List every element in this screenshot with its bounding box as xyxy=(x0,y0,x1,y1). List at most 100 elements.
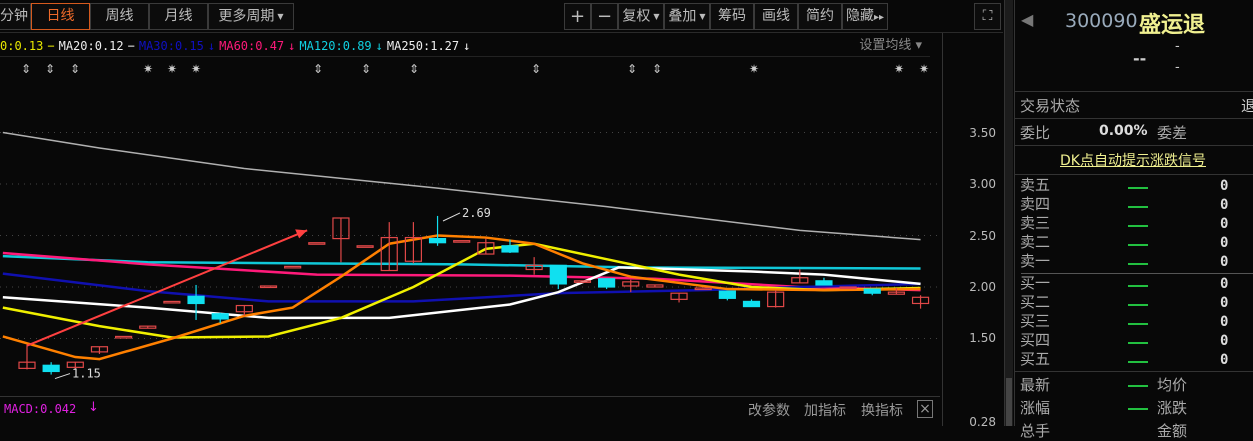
updown-signal-icon[interactable]: ⇕ xyxy=(361,62,372,76)
trend-arrow xyxy=(26,229,308,347)
candle xyxy=(259,285,278,289)
arrow-icon: ↓ xyxy=(207,39,216,53)
updown-signal-icon[interactable]: ⇕ xyxy=(627,62,638,76)
dk-signal-link[interactable]: DK点自动提示涨跌信号 xyxy=(1060,153,1206,169)
candle xyxy=(428,215,447,246)
candlestick-chart: 2.69 1.15 xyxy=(0,131,942,381)
switch-indicator-button[interactable]: 换指标 xyxy=(861,403,903,419)
candle xyxy=(18,344,36,370)
candle xyxy=(573,280,592,283)
add-indicator-button[interactable]: 加指标 xyxy=(804,403,846,419)
ma20-line xyxy=(2,266,921,320)
updown-signal-icon[interactable]: ⇕ xyxy=(70,62,81,76)
sell-volume: 0 xyxy=(1220,197,1229,213)
sell-label: 卖四 xyxy=(1020,195,1051,213)
weibi-label: 委比 xyxy=(1020,124,1051,142)
ma-settings-button[interactable]: 设置均线 ▾ xyxy=(859,38,922,53)
candle xyxy=(887,288,906,295)
ma60-line xyxy=(2,251,921,292)
candle xyxy=(66,361,84,370)
ma-value: MA20:0.12 xyxy=(58,39,124,53)
tab-daily[interactable]: 日线 xyxy=(31,3,90,30)
candle xyxy=(284,265,302,269)
stat-label: 最新 xyxy=(1020,376,1051,394)
tab-weekly[interactable]: 周线 xyxy=(90,3,149,30)
close-icon[interactable]: × xyxy=(917,400,933,418)
sell-label: 卖五 xyxy=(1020,176,1051,194)
candle xyxy=(670,292,688,303)
overlay-button[interactable]: 叠加 ▼ xyxy=(664,3,710,30)
star-signal-icon[interactable]: ✷ xyxy=(167,62,178,76)
updown-signal-icon[interactable]: ⇕ xyxy=(531,62,542,76)
star-signal-icon[interactable]: ✷ xyxy=(191,62,202,76)
updown-signal-icon[interactable]: ⇕ xyxy=(409,62,420,76)
simple-button[interactable]: 简约 xyxy=(798,3,842,30)
last-price: -- xyxy=(1133,49,1147,68)
change-value: - xyxy=(1175,39,1180,54)
zoom-out-button[interactable]: − xyxy=(591,3,618,30)
high-label: 2.69 xyxy=(462,206,491,220)
hide-button[interactable]: 隐藏▸▸ xyxy=(842,3,888,30)
tab-more-label: 更多周期 xyxy=(218,8,275,25)
fullscreen-button[interactable]: ⛶ xyxy=(974,3,1001,30)
zoom-in-button[interactable]: + xyxy=(564,3,591,30)
star-signal-icon[interactable]: ✷ xyxy=(919,62,930,76)
candle xyxy=(477,238,495,255)
stat-label-2: 均价 xyxy=(1157,376,1188,394)
ma-value: MA60:0.47 xyxy=(219,39,285,53)
candle xyxy=(791,269,809,284)
candle xyxy=(549,264,567,290)
draw-line-button[interactable]: 画线 xyxy=(754,3,798,30)
updown-signal-icon[interactable]: ⇕ xyxy=(45,62,56,76)
chips-button[interactable]: 筹码 xyxy=(710,3,754,30)
arrow-icon: − xyxy=(127,39,135,53)
buy-price-dash xyxy=(1128,323,1148,325)
star-signal-icon[interactable]: ✷ xyxy=(143,62,154,76)
scrollbar-thumb[interactable] xyxy=(1006,378,1012,426)
updown-signal-icon[interactable]: ⇕ xyxy=(652,62,663,76)
candle xyxy=(501,239,519,254)
candle xyxy=(380,222,398,272)
candle xyxy=(235,304,253,316)
star-signal-icon[interactable]: ✷ xyxy=(894,62,905,76)
buy-label: 买二 xyxy=(1020,293,1051,311)
high-pointer xyxy=(442,212,461,222)
arrow-down-icon: ↓ xyxy=(88,400,99,415)
chevron-down-icon: ▼ xyxy=(653,12,660,21)
overlay-label: 叠加 xyxy=(668,8,697,25)
stat-label-2: 金额 xyxy=(1157,422,1188,440)
fullscreen-icon: ⛶ xyxy=(982,8,993,24)
scrollbar[interactable] xyxy=(1004,0,1013,426)
collapse-left-icon[interactable]: ◀ xyxy=(1021,10,1034,29)
candle xyxy=(718,290,736,301)
stat-dash xyxy=(1128,385,1148,387)
star-signal-icon[interactable]: ✷ xyxy=(749,62,760,76)
chevron-down-icon: ▼ xyxy=(699,12,706,21)
candle xyxy=(42,362,60,375)
updown-signal-icon[interactable]: ⇕ xyxy=(313,62,324,76)
tab-minute[interactable]: 分钟 xyxy=(0,3,31,30)
arrow-icon: ↓ xyxy=(375,39,383,53)
buy-label: 买五 xyxy=(1020,350,1051,368)
price-tick: 2.50 xyxy=(969,229,996,243)
buy-price-dash xyxy=(1128,361,1148,363)
candle xyxy=(742,299,761,308)
updown-signal-icon[interactable]: ⇕ xyxy=(21,62,32,76)
buy-price-dash xyxy=(1128,285,1148,287)
candle xyxy=(90,346,109,354)
buy-label: 买四 xyxy=(1020,331,1051,349)
candle xyxy=(694,287,712,291)
candle xyxy=(863,288,881,296)
double-arrow-right-icon: ▸▸ xyxy=(873,12,885,23)
sell-label: 卖二 xyxy=(1020,233,1051,251)
trade-status-value: 退 xyxy=(1241,97,1253,115)
arrow-icon: − xyxy=(47,39,55,53)
buy-label: 买三 xyxy=(1020,312,1051,330)
edit-params-button[interactable]: 改参数 xyxy=(748,403,790,419)
adjust-button[interactable]: 复权 ▼ xyxy=(618,3,664,30)
ma-value: 0:0.13 xyxy=(0,39,44,53)
tab-monthly[interactable]: 月线 xyxy=(149,3,208,30)
buy-volume: 0 xyxy=(1220,276,1229,292)
sell-label: 卖三 xyxy=(1020,214,1051,232)
tab-more-periods[interactable]: 更多周期 ▼ xyxy=(208,3,294,30)
